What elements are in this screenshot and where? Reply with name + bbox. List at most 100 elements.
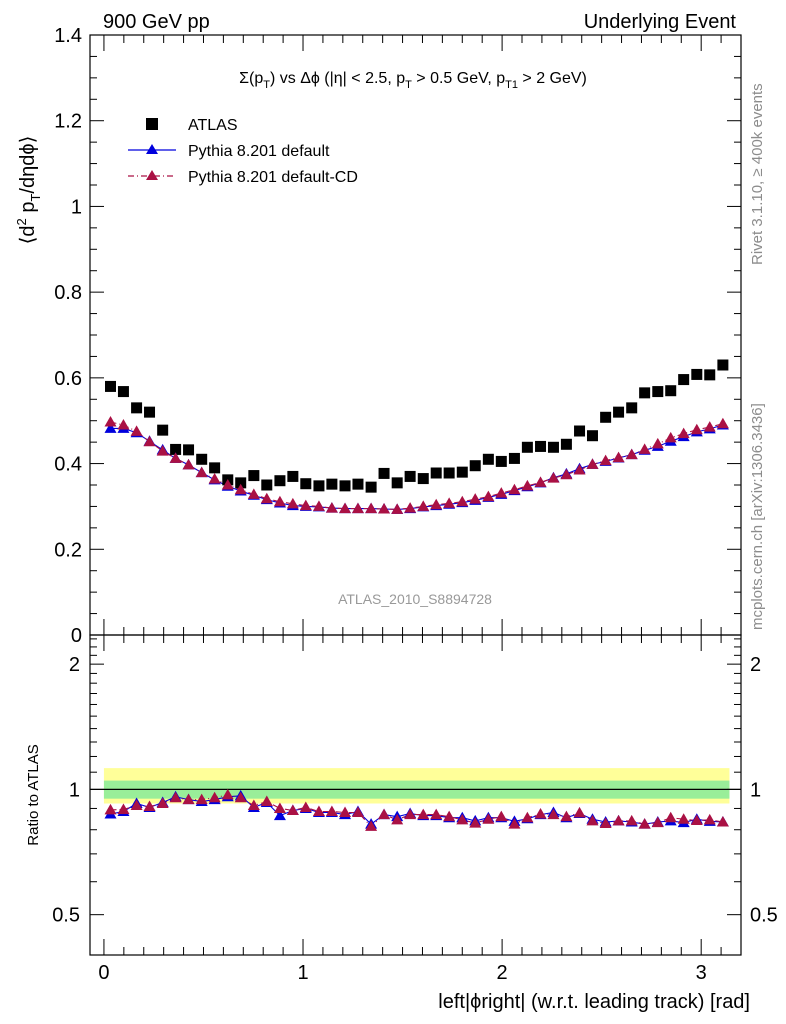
cd-point xyxy=(625,448,638,460)
atlas-point xyxy=(391,477,403,489)
cd-point xyxy=(586,458,599,469)
main-y-tick-label: 0.4 xyxy=(54,454,82,476)
legend: ATLAS Pythia 8.201 default Pythia 8.201 … xyxy=(128,117,358,186)
atlas-point xyxy=(574,425,586,437)
main-y-tick-label: 0.6 xyxy=(54,368,82,390)
cd-point xyxy=(339,502,352,514)
header-right: Underlying Event xyxy=(584,11,737,33)
cd-point xyxy=(208,473,221,484)
ratio-y-axis-label: Ratio to ATLAS xyxy=(25,744,42,845)
cd-point xyxy=(690,423,703,435)
atlas-point xyxy=(287,470,299,482)
ratio-cd-point xyxy=(625,814,638,826)
cd-point xyxy=(443,497,456,508)
cd-point xyxy=(456,495,469,507)
atlas-point xyxy=(378,467,390,479)
ratio-y-tick-label-right: 2 xyxy=(750,654,761,676)
cd-point xyxy=(534,476,547,487)
ratio-y-tick-label-left: 1 xyxy=(69,779,80,801)
ratio-cd-point xyxy=(456,813,469,825)
atlas-point xyxy=(157,424,169,436)
cd-point xyxy=(378,503,391,514)
ratio-cd-point xyxy=(234,791,247,803)
atlas-point xyxy=(482,453,494,465)
ratio-cd-point xyxy=(195,793,208,805)
main-y-tick-label: 0.8 xyxy=(54,282,82,304)
main-y-tick-label: 1.2 xyxy=(54,111,82,133)
ratio-cd-point xyxy=(169,791,182,803)
ratio-cd-point xyxy=(312,805,325,816)
atlas-point xyxy=(417,473,429,485)
atlas-point xyxy=(495,455,507,467)
cd-point xyxy=(430,498,443,510)
ratio-cd-point xyxy=(339,806,352,818)
atlas-point xyxy=(105,380,117,392)
x-tick-labels: 0 1 2 3 xyxy=(98,962,706,984)
ratio-cd-point xyxy=(143,800,156,811)
ratio-cd-point xyxy=(534,807,547,819)
ratio-cd-point xyxy=(677,813,690,824)
atlas-point xyxy=(183,444,195,456)
cd-point xyxy=(677,427,690,439)
cd-point xyxy=(365,502,378,514)
cd-point xyxy=(312,500,325,511)
cd-point xyxy=(521,479,534,491)
ratio-cd-point xyxy=(208,791,221,803)
cd-point xyxy=(482,490,495,502)
legend-label-atlas: ATLAS xyxy=(188,117,238,134)
atlas-point xyxy=(235,477,247,489)
cd-point xyxy=(351,502,364,514)
atlas-point xyxy=(248,470,260,482)
ratio-cd-point xyxy=(104,803,117,815)
atlas-point xyxy=(326,478,338,490)
main-line-cd xyxy=(110,421,724,510)
atlas-point xyxy=(313,480,325,492)
cd-point xyxy=(299,499,312,511)
cd-point xyxy=(651,437,664,449)
atlas-point xyxy=(339,480,351,492)
x-axis-label: left|ϕright| (w.r.t. leading track) [rad… xyxy=(438,991,750,1013)
atlas-point xyxy=(508,452,520,464)
header-left: 900 GeV pp xyxy=(103,11,210,33)
atlas-point xyxy=(144,406,156,418)
ratio-cd-point xyxy=(508,818,521,829)
ratio-cd-point xyxy=(469,817,482,828)
atlas-point xyxy=(665,385,677,397)
legend-label-default: Pythia 8.201 default xyxy=(188,143,330,160)
main-line-default xyxy=(110,424,724,510)
ratio-cd-point xyxy=(547,808,560,820)
atlas-point xyxy=(469,460,481,472)
cd-point xyxy=(182,458,195,470)
ratio-cd-point xyxy=(612,814,625,826)
ratio-cd-point xyxy=(638,818,651,829)
atlas-point xyxy=(404,470,416,482)
atlas-point xyxy=(196,453,208,465)
ratio-cd-point xyxy=(117,803,130,814)
cd-point xyxy=(469,493,482,504)
mcplots-label: mcplots.cern.ch [arXiv:1306.3436] xyxy=(749,403,766,630)
analysis-watermark: ATLAS_2010_S8894728 xyxy=(338,591,492,607)
ratio-cd-point xyxy=(325,805,338,816)
legend-marker-cd xyxy=(146,170,158,180)
cd-point xyxy=(273,495,286,507)
ratio-cd-point xyxy=(273,802,286,813)
ratio-cd-point xyxy=(221,788,234,800)
atlas-point xyxy=(560,438,572,450)
atlas-point xyxy=(678,374,690,386)
ratio-cd-point xyxy=(573,806,586,818)
atlas-point xyxy=(717,359,729,371)
ratio-cd-point xyxy=(365,820,378,831)
x-tick-label: 0 xyxy=(98,962,109,984)
ratio-cd-point xyxy=(378,808,391,820)
cd-point xyxy=(143,435,156,447)
ratio-cd-point xyxy=(286,804,299,815)
legend-marker-default xyxy=(146,144,158,154)
ratio-cd-point xyxy=(495,810,508,822)
ratio-cd-point xyxy=(586,814,599,826)
legend-marker-atlas xyxy=(146,118,158,130)
ratio-cd-point xyxy=(156,797,169,808)
cd-point xyxy=(391,503,404,514)
ratio-cd-point xyxy=(599,817,612,829)
cd-point xyxy=(599,454,612,466)
